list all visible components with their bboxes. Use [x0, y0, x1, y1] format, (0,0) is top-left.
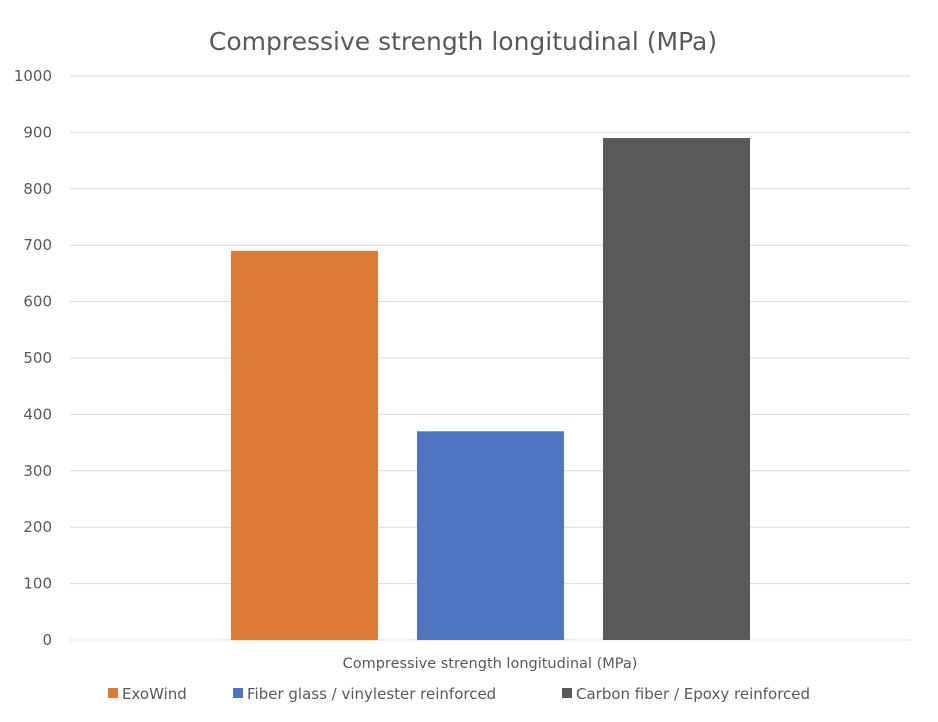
y-tick-label: 900: [23, 123, 52, 141]
y-axis-ticks: 0 100 200 300 400 500 600 700 800 900 1000: [14, 67, 52, 649]
y-tick-label: 0: [42, 631, 52, 649]
y-tick-label: 200: [23, 518, 52, 536]
legend-label-3: Carbon fiber / Epoxy reinforced: [576, 685, 810, 703]
y-tick-label: 1000: [14, 67, 52, 85]
legend-label-2: Fiber glass / vinylester reinforced: [247, 685, 496, 703]
gridlines: [70, 75, 910, 641]
y-tick-label: 400: [23, 405, 52, 423]
legend-swatch-1: [108, 688, 118, 698]
y-tick-label: 300: [23, 462, 52, 480]
legend-swatch-2: [233, 688, 243, 698]
bar-3: [603, 138, 750, 641]
bar-2: [417, 431, 564, 640]
y-tick-label: 700: [23, 236, 52, 254]
bar-1: [231, 250, 378, 640]
y-tick-label: 800: [23, 180, 52, 198]
x-axis-category-label: Compressive strength longitudinal (MPa): [343, 656, 638, 672]
y-tick-label: 500: [23, 349, 52, 367]
y-tick-label: 600: [23, 293, 52, 311]
legend: ExoWind Fiber glass / vinylester reinforc…: [108, 685, 810, 703]
y-tick-label: 100: [23, 575, 52, 593]
chart-title: Compressive strength longitudinal (MPa): [209, 27, 717, 56]
bars: [231, 138, 750, 641]
legend-swatch-3: [562, 688, 572, 698]
legend-label-1: ExoWind: [122, 685, 187, 703]
